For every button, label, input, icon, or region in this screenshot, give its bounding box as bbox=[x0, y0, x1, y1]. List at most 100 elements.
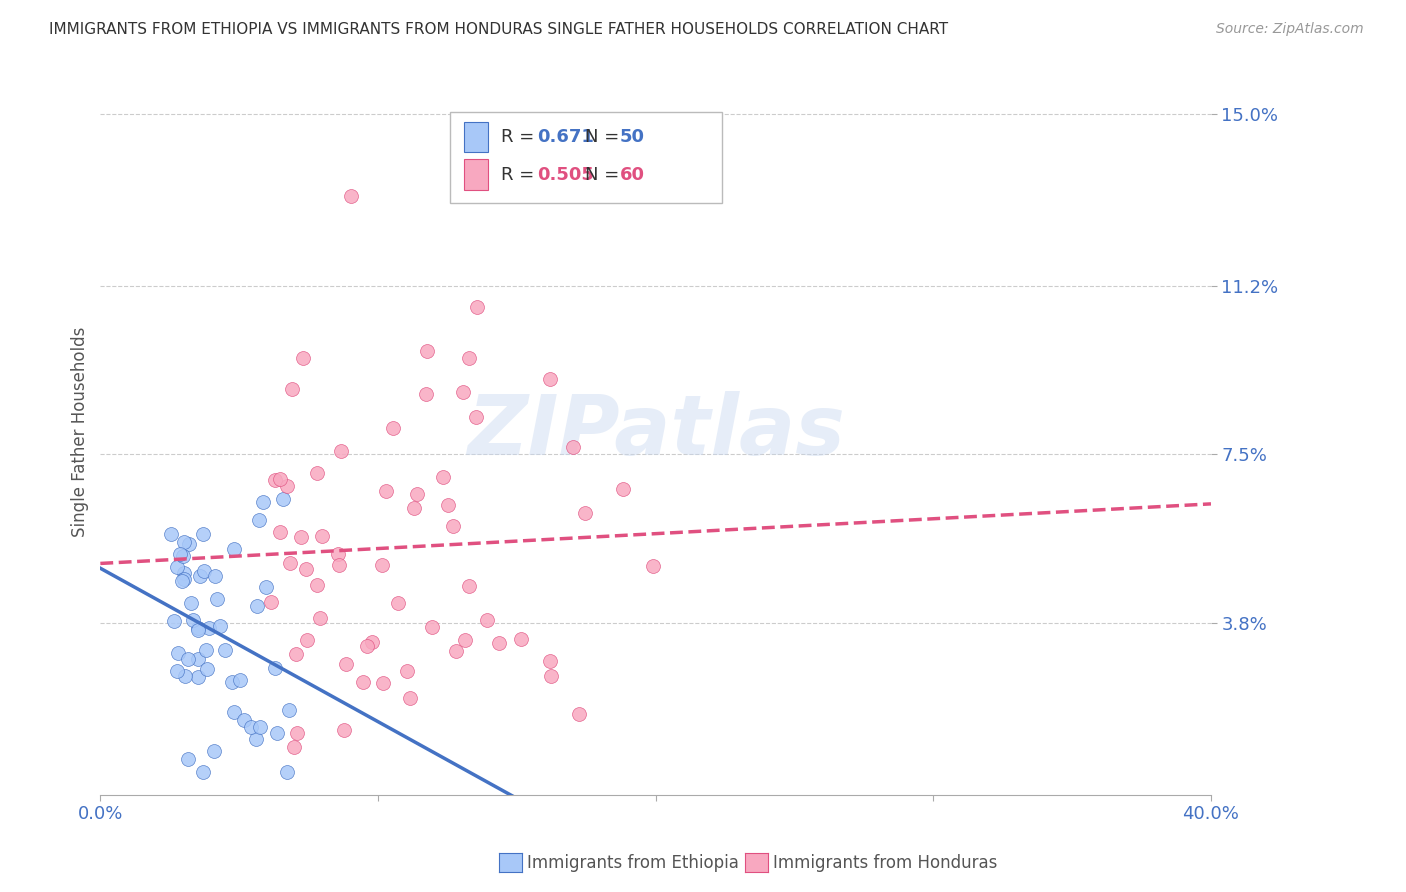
Text: N =: N = bbox=[585, 128, 624, 145]
Point bbox=[612, 482, 634, 496]
Text: Immigrants from Ethiopia: Immigrants from Ethiopia bbox=[527, 855, 740, 872]
FancyBboxPatch shape bbox=[464, 160, 488, 190]
Point bbox=[284, 647, 307, 661]
Point bbox=[239, 721, 262, 735]
Point bbox=[416, 343, 439, 358]
Point bbox=[259, 594, 281, 608]
Point bbox=[297, 632, 319, 647]
Point bbox=[285, 726, 308, 740]
Point bbox=[195, 662, 218, 676]
Point bbox=[360, 635, 382, 649]
Point bbox=[166, 665, 188, 679]
Point bbox=[465, 301, 488, 315]
Point bbox=[305, 467, 328, 481]
Text: 60: 60 bbox=[620, 166, 645, 184]
Point bbox=[187, 623, 209, 637]
Point bbox=[477, 614, 499, 628]
Point bbox=[562, 440, 585, 454]
Point bbox=[371, 676, 394, 690]
Text: 50: 50 bbox=[620, 128, 645, 145]
Point bbox=[283, 739, 305, 754]
Point bbox=[254, 580, 277, 594]
Point bbox=[420, 620, 443, 634]
Point bbox=[193, 564, 215, 578]
Point bbox=[375, 484, 398, 499]
Point bbox=[415, 387, 437, 401]
Point bbox=[229, 673, 252, 688]
Point bbox=[177, 537, 200, 551]
Point bbox=[187, 652, 209, 666]
Point bbox=[291, 351, 314, 365]
Point bbox=[204, 569, 226, 583]
Point bbox=[173, 669, 195, 683]
Point bbox=[181, 613, 204, 627]
Point bbox=[441, 519, 464, 533]
Point bbox=[264, 473, 287, 487]
Point bbox=[173, 534, 195, 549]
Point bbox=[266, 726, 288, 740]
Point bbox=[249, 720, 271, 734]
Point bbox=[395, 664, 418, 678]
Point bbox=[177, 652, 200, 666]
Point bbox=[176, 752, 198, 766]
Point bbox=[269, 472, 291, 486]
Point bbox=[187, 670, 209, 684]
Point bbox=[352, 675, 374, 690]
Y-axis label: Single Father Households: Single Father Households bbox=[72, 326, 89, 537]
Point bbox=[278, 556, 301, 570]
Text: Immigrants from Honduras: Immigrants from Honduras bbox=[773, 855, 998, 872]
Text: N =: N = bbox=[585, 166, 624, 184]
Point bbox=[187, 621, 209, 635]
Point bbox=[264, 661, 287, 675]
Point bbox=[465, 410, 488, 425]
FancyBboxPatch shape bbox=[464, 121, 488, 152]
Point bbox=[188, 568, 211, 582]
Point bbox=[329, 444, 352, 458]
Point bbox=[340, 189, 363, 203]
Point bbox=[509, 632, 531, 646]
Point bbox=[191, 526, 214, 541]
Point bbox=[387, 597, 409, 611]
Point bbox=[276, 479, 298, 493]
Point bbox=[305, 578, 328, 592]
Point bbox=[281, 382, 304, 396]
Text: R =: R = bbox=[502, 128, 540, 145]
Point bbox=[641, 559, 664, 574]
Point bbox=[278, 703, 301, 717]
Point bbox=[233, 713, 256, 727]
Point bbox=[308, 611, 330, 625]
Point bbox=[399, 691, 422, 706]
Point bbox=[214, 643, 236, 657]
Point bbox=[402, 500, 425, 515]
Point bbox=[191, 765, 214, 780]
Point bbox=[568, 706, 591, 721]
Point bbox=[538, 654, 561, 668]
Point bbox=[252, 495, 274, 509]
Point bbox=[457, 351, 479, 365]
Point bbox=[540, 669, 562, 683]
Point bbox=[328, 558, 350, 573]
Point bbox=[371, 558, 394, 573]
Point bbox=[221, 675, 243, 690]
Point bbox=[333, 723, 356, 738]
Point bbox=[202, 744, 225, 758]
Point bbox=[169, 548, 191, 562]
Point bbox=[488, 636, 510, 650]
Point bbox=[180, 596, 202, 610]
Point bbox=[295, 562, 318, 576]
Text: IMMIGRANTS FROM ETHIOPIA VS IMMIGRANTS FROM HONDURAS SINGLE FATHER HOUSEHOLDS CO: IMMIGRANTS FROM ETHIOPIA VS IMMIGRANTS F… bbox=[49, 22, 948, 37]
Point bbox=[170, 574, 193, 588]
Point bbox=[458, 579, 481, 593]
Text: Source: ZipAtlas.com: Source: ZipAtlas.com bbox=[1216, 22, 1364, 37]
Point bbox=[538, 372, 561, 386]
Point bbox=[290, 531, 312, 545]
Point bbox=[276, 765, 298, 780]
Point bbox=[224, 705, 246, 719]
Point bbox=[356, 639, 378, 653]
Point bbox=[405, 486, 427, 500]
Text: 0.671: 0.671 bbox=[537, 128, 593, 145]
Point bbox=[247, 513, 270, 527]
Point bbox=[163, 614, 186, 628]
Point bbox=[198, 621, 221, 635]
Point bbox=[574, 506, 596, 520]
